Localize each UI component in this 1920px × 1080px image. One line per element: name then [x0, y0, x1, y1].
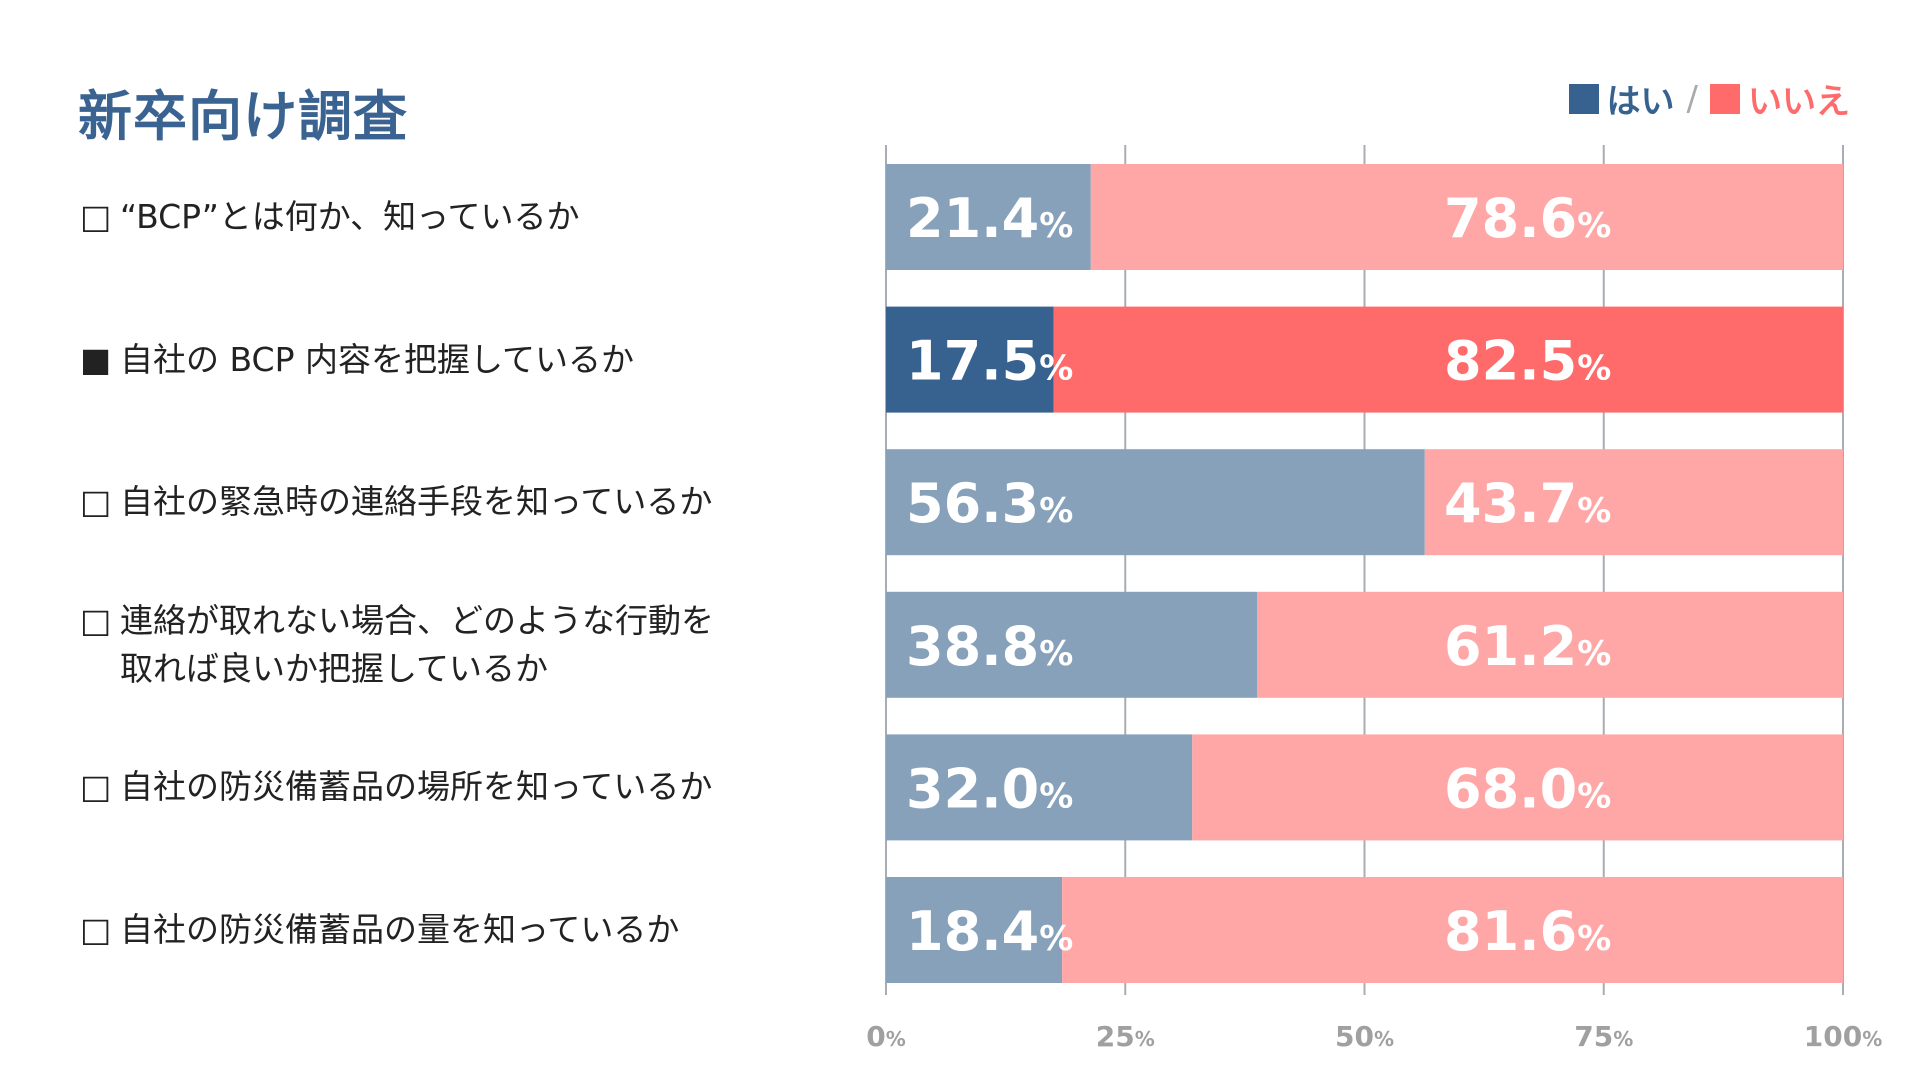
value-label-yes: 38.8%	[906, 615, 1073, 678]
question-text: 自社の BCP 内容を把握しているか	[120, 339, 634, 379]
bar-yes	[886, 591, 1258, 698]
value-label-no: 81.6%	[1444, 900, 1611, 963]
question-item: □ 自社の防災備蓄品の場所を知っているか	[80, 763, 712, 811]
bar-yes	[886, 449, 1425, 556]
x-tick-label: 25%	[1096, 1020, 1155, 1053]
legend-label-yes: はい	[1606, 82, 1675, 122]
empty-square-icon: □	[80, 482, 112, 522]
bar-yes	[886, 164, 1091, 270]
x-tick-label: 50%	[1335, 1020, 1394, 1053]
empty-square-icon: □	[80, 600, 112, 640]
bar-yes	[886, 877, 1063, 983]
legend: はい / いいえ	[1568, 74, 1850, 123]
chart-title: 新卒向け調査	[78, 85, 408, 148]
question-item: □ 自社の緊急時の連絡手段を知っているか	[80, 478, 712, 526]
value-label-yes: 17.5%	[906, 330, 1073, 393]
question-item: □ 自社の防災備蓄品の量を知っているか	[80, 906, 679, 954]
question-text: 自社の緊急時の連絡手段を知っているか	[120, 482, 713, 522]
question-item: □ “BCP”とは何か、知っているか	[80, 193, 579, 241]
bar-no	[1053, 306, 1843, 413]
question-item: □ 連絡が取れない場合、どのような行動を 取れば良いか把握しているか	[80, 597, 714, 693]
x-tick-label: 0%	[866, 1020, 906, 1053]
filled-square-icon: ■	[80, 339, 112, 379]
legend-label-no: いいえ	[1748, 82, 1850, 122]
bar-no	[1090, 164, 1843, 270]
question-text: 自社の防災備蓄品の量を知っているか	[120, 910, 680, 949]
bar-no	[1192, 734, 1843, 841]
value-label-no: 78.6%	[1444, 187, 1611, 250]
question-text: 自社の防災備蓄品の場所を知っているか	[120, 767, 713, 807]
value-label-no: 68.0%	[1444, 757, 1611, 820]
value-label-yes: 32.0%	[906, 757, 1073, 820]
bar-no	[1257, 591, 1843, 698]
empty-square-icon: □	[80, 767, 112, 807]
empty-square-icon: □	[80, 197, 112, 236]
bar-yes	[886, 306, 1054, 413]
bar-yes	[886, 734, 1193, 841]
legend-swatch-no	[1710, 83, 1740, 114]
value-label-no: 82.5%	[1444, 330, 1611, 393]
bar-no	[1062, 877, 1843, 983]
x-tick-label: 75%	[1574, 1020, 1633, 1053]
value-label-no: 61.2%	[1444, 615, 1611, 678]
question-text: “BCP”とは何か、知っているか	[120, 197, 580, 236]
value-label-yes: 18.4%	[906, 900, 1073, 963]
question-text: 連絡が取れない場合、どのような行動を 取れば良いか把握しているか	[120, 600, 714, 688]
x-tick-label: 100%	[1804, 1020, 1883, 1053]
legend-swatch-yes	[1568, 83, 1599, 114]
value-label-yes: 21.4%	[906, 187, 1073, 250]
value-label-no: 43.7%	[1444, 472, 1611, 535]
question-item: ■ 自社の BCP 内容を把握しているか	[80, 336, 634, 384]
empty-square-icon: □	[80, 910, 112, 949]
legend-separator: /	[1686, 78, 1698, 119]
bar-no	[1424, 449, 1843, 556]
value-label-yes: 56.3%	[906, 472, 1073, 535]
